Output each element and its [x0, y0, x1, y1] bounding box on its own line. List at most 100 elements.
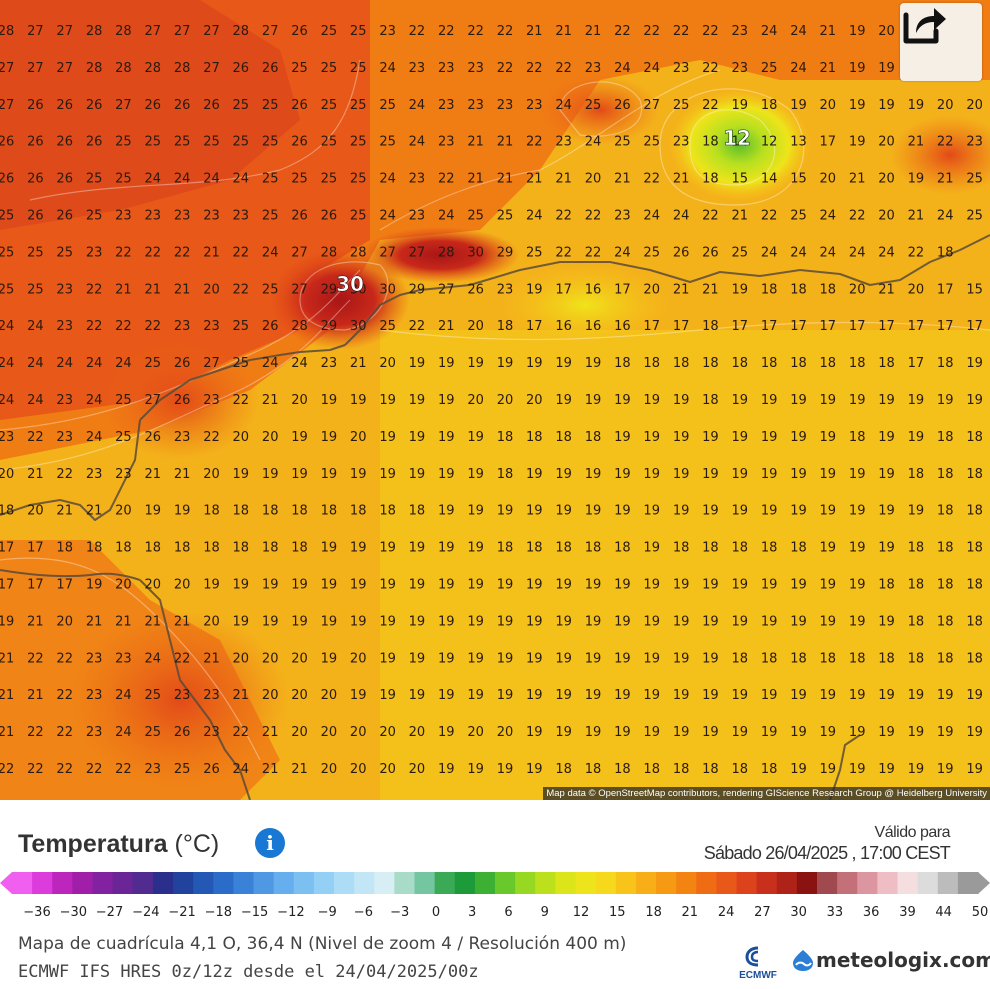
grid-temp-value: 18	[966, 578, 983, 593]
grid-temp-value: 19	[262, 467, 279, 482]
grid-temp-value: 26	[56, 98, 73, 113]
grid-temp-value: 24	[790, 61, 807, 76]
grid-temp-value: 20	[321, 688, 338, 703]
grid-temp-value: 18	[878, 356, 895, 371]
grid-temp-value: 22	[409, 319, 426, 334]
scale-tick-label: 27	[754, 905, 771, 920]
color-scale-cell	[696, 872, 717, 894]
grid-temp-value: 22	[145, 799, 162, 800]
grid-temp-value: 24	[614, 61, 631, 76]
color-scale-cell	[877, 872, 899, 894]
grid-temp-value: 16	[585, 319, 602, 334]
grid-temp-value: 23	[115, 651, 132, 666]
grid-temp-value: 23	[145, 209, 162, 224]
grid-temp-value: 18	[937, 541, 954, 556]
grid-temp-value: 23	[86, 245, 103, 260]
grid-temp-value: 26	[0, 172, 14, 187]
grid-temp-value: 18	[673, 762, 690, 777]
grid-temp-value: 25	[56, 245, 73, 260]
grid-temp-value: 19	[438, 614, 455, 629]
grid-temp-value: 26	[291, 24, 308, 39]
info-icon[interactable]: i	[255, 828, 285, 858]
grid-temp-value: 18	[937, 467, 954, 482]
grid-temp-value: 19	[849, 467, 866, 482]
grid-temp-value: 20	[878, 209, 895, 224]
grid-temp-value: 22	[585, 245, 602, 260]
grid-temp-value: 17	[820, 135, 837, 150]
grid-temp-value: 18	[702, 541, 719, 556]
grid-temp-value: 18	[233, 504, 250, 519]
grid-temp-value: 26	[56, 135, 73, 150]
grid-temp-value: 19	[555, 688, 572, 703]
grid-temp-value: 24	[438, 209, 455, 224]
grid-temp-value: 19	[321, 430, 338, 445]
grid-temp-value: 19	[350, 688, 367, 703]
grid-temp-value: 28	[174, 61, 191, 76]
grid-temp-value: 24	[820, 209, 837, 224]
meteologix-logo[interactable]: meteologix.com	[790, 948, 990, 972]
grid-temp-value: 25	[321, 172, 338, 187]
grid-temp-value: 21	[908, 209, 925, 224]
grid-temp-value: 21	[820, 61, 837, 76]
grid-temp-value: 18	[966, 430, 983, 445]
temperature-map[interactable]: 28 27 27 28 28 27 27 27 28 27 26 25 25 23 22 22 22 22 21 21…	[0, 0, 990, 800]
grid-temp-value: 19	[790, 578, 807, 593]
grid-temp-value: 18	[233, 541, 250, 556]
grid-temp-value: 20	[497, 393, 514, 408]
grid-temp-value: 19	[673, 614, 690, 629]
grid-temp-value: 19	[732, 578, 749, 593]
share-button[interactable]	[900, 3, 982, 81]
grid-temp-value: 23	[555, 135, 572, 150]
map-attribution[interactable]: Map data © OpenStreetMap contributors, r…	[543, 787, 990, 800]
scale-tick-label: 44	[935, 905, 952, 920]
grid-temp-value: 30	[350, 282, 367, 297]
grid-temp-value: 18	[673, 356, 690, 371]
color-scale-cell	[233, 872, 255, 894]
grid-temp-value: 23	[174, 209, 191, 224]
grid-temp-value: 25	[115, 430, 132, 445]
grid-temp-value: 20	[291, 725, 308, 740]
grid-temp-value: 18	[702, 393, 719, 408]
grid-temp-value: 18	[937, 651, 954, 666]
grid-temp-value: 22	[56, 651, 73, 666]
grid-temp-value: 19	[379, 578, 396, 593]
grid-temp-value: 19	[233, 614, 250, 629]
color-scale-cell	[454, 872, 476, 894]
grid-temp-value: 18	[761, 541, 778, 556]
color-scale-cell	[917, 872, 939, 894]
grid-temp-value: 22	[86, 762, 103, 777]
color-scale-cell	[796, 872, 818, 894]
grid-temp-value: 20	[203, 614, 220, 629]
grid-temp-value: 22	[56, 799, 73, 800]
grid-temp-value: 19	[732, 688, 749, 703]
grid-temp-value: 26	[291, 209, 308, 224]
ecmwf-logo[interactable]: ECMWF	[735, 942, 781, 986]
grid-temp-value: 22	[27, 430, 44, 445]
grid-temp-value: 18	[0, 504, 14, 519]
grid-temp-value: 18	[56, 541, 73, 556]
grid-temp-value: 23	[115, 209, 132, 224]
grid-temp-value: 19	[467, 541, 484, 556]
grid-temp-value: 17	[790, 319, 807, 334]
color-scale-cell	[193, 872, 214, 894]
grid-temp-value: 19	[409, 430, 426, 445]
map-canvas: 28 27 27 28 28 27 27 27 28 27 26 25 25 23 22 22 22 22 21 21…	[0, 0, 990, 800]
grid-temp-value: 17	[555, 282, 572, 297]
grid-temp-value: 22	[174, 245, 191, 260]
grid-temp-value: 25	[27, 245, 44, 260]
grid-temp-value: 19	[966, 393, 983, 408]
grid-temp-value: 20	[379, 762, 396, 777]
grid-temp-value: 20	[409, 762, 426, 777]
grid-temp-value: 26	[233, 61, 250, 76]
grid-temp-value: 20	[849, 282, 866, 297]
grid-temp-value: 22	[409, 24, 426, 39]
grid-temp-value: 24	[379, 209, 396, 224]
grid-temp-value: 17	[820, 319, 837, 334]
grid-temp-value: 22	[115, 319, 132, 334]
grid-temp-value: 22	[27, 762, 44, 777]
scale-tick-label: 9	[540, 905, 549, 920]
grid-temp-value: 29	[409, 282, 426, 297]
grid-temp-value: 25	[321, 24, 338, 39]
grid-temp-value: 26	[27, 98, 44, 113]
grid-temp-value: 29	[497, 245, 514, 260]
